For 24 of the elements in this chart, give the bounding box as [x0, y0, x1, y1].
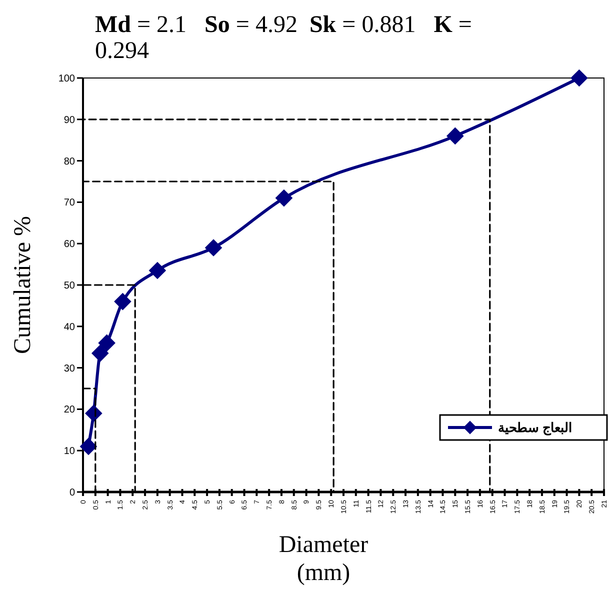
point [570, 69, 588, 87]
chart-title: Md = 2.1 So = 4.92 Sk = 0.881 K = 0.294 [95, 12, 472, 64]
point [204, 239, 222, 256]
y-tick-label: 10 [64, 446, 76, 458]
y-axis-title: Cumulative % [10, 216, 36, 354]
y-tick-label: 80 [64, 156, 76, 168]
y-tick-label: 30 [64, 363, 76, 374]
point [98, 334, 116, 352]
x-axis-title: Diameter (mm) [278, 532, 368, 586]
point [275, 189, 293, 207]
y-tick-label: 50 [64, 280, 76, 292]
y-tick-label: 60 [64, 239, 76, 250]
y-tick-label: 20 [64, 404, 76, 416]
point [446, 127, 464, 145]
point [114, 292, 132, 310]
y-tick-label: 70 [64, 198, 76, 209]
point [91, 344, 109, 362]
legend-label: البعاج سطحية [498, 420, 573, 436]
point [85, 404, 102, 422]
y-tick-label: 100 [58, 74, 76, 84]
point [80, 438, 98, 456]
point [148, 262, 166, 280]
y-tick-label: 90 [64, 114, 76, 126]
y-tick-label: 40 [64, 322, 76, 333]
